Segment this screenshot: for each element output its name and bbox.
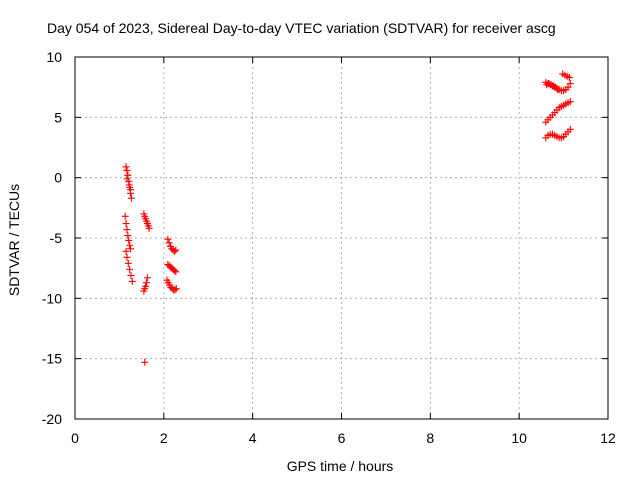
data-point	[170, 267, 178, 275]
chart-title: Day 054 of 2023, Sidereal Day-to-day VTE…	[47, 20, 556, 36]
x-tick-label: 6	[338, 430, 346, 446]
data-point	[566, 98, 574, 106]
data-point	[554, 86, 562, 94]
data-point	[165, 239, 173, 247]
data-point	[164, 235, 172, 243]
data-points	[121, 70, 574, 366]
data-point	[172, 268, 180, 276]
data-point	[566, 125, 574, 133]
data-point	[127, 271, 135, 279]
data-point	[126, 265, 134, 273]
y-tick-label: -10	[42, 290, 62, 306]
data-point	[121, 212, 129, 220]
x-tick-label: 2	[160, 430, 168, 446]
data-point	[124, 171, 132, 179]
data-point	[565, 74, 573, 82]
y-tick-label: 0	[54, 170, 62, 186]
data-point	[566, 80, 574, 88]
data-point	[122, 220, 130, 228]
data-point	[564, 83, 572, 91]
data-point	[123, 175, 131, 183]
data-point	[123, 166, 131, 174]
grid-lines	[75, 57, 608, 419]
y-axis-label: SDTVAR / TECUs	[6, 184, 22, 296]
y-tick-label: 10	[46, 49, 62, 65]
y-tick-label: -15	[42, 351, 62, 367]
data-point	[127, 194, 135, 202]
data-point	[126, 241, 134, 249]
x-tick-label: 4	[249, 430, 257, 446]
y-tick-label: -5	[50, 230, 63, 246]
data-point	[122, 163, 130, 171]
x-tick-label: 8	[426, 430, 434, 446]
axis-ticks	[74, 56, 609, 420]
data-point	[143, 279, 151, 287]
data-point	[145, 224, 153, 232]
y-tick-label: -20	[42, 411, 62, 427]
x-tick-label: 0	[71, 430, 79, 446]
data-point	[125, 181, 133, 189]
data-point	[142, 282, 150, 290]
data-point	[141, 358, 149, 366]
data-point	[172, 246, 180, 254]
data-point	[171, 286, 179, 294]
x-tick-label: 10	[511, 430, 527, 446]
data-point	[124, 232, 132, 240]
data-point	[143, 274, 151, 282]
data-point	[172, 285, 180, 293]
data-point	[128, 277, 136, 285]
y-tick-label: 5	[54, 109, 62, 125]
data-point	[125, 236, 133, 244]
data-point	[127, 186, 135, 194]
data-point	[124, 259, 132, 267]
data-point	[123, 253, 131, 261]
data-point	[170, 247, 178, 255]
data-point	[123, 226, 131, 234]
data-point	[127, 245, 135, 253]
x-tick-label: 12	[600, 430, 616, 446]
tick-labels: 0 2 4 6 8 10 12 -20 -15 -10 -5 0 5 10	[42, 49, 616, 446]
x-axis-label: GPS time / hours	[287, 458, 394, 474]
data-point	[122, 247, 130, 255]
